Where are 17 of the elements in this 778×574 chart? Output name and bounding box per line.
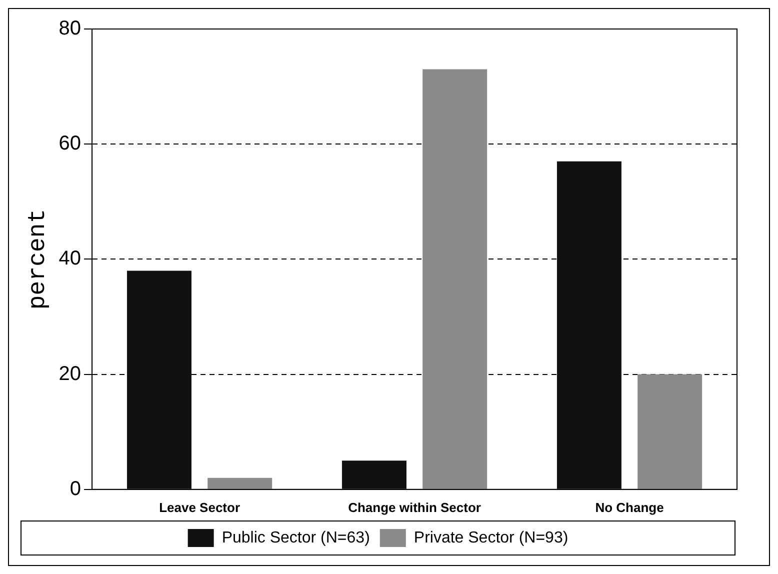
- bar: [342, 460, 406, 489]
- bar: [422, 69, 488, 489]
- bar: [556, 161, 622, 489]
- y-tick-label: 20: [58, 362, 82, 385]
- y-tick-label: 0: [70, 478, 82, 500]
- legend-label: Public Sector (N=63): [222, 529, 370, 546]
- y-tick-label: 60: [58, 132, 82, 155]
- x-tick-label: No Change: [595, 500, 664, 515]
- y-axis-title: percent: [24, 208, 52, 310]
- legend-label: Private Sector (N=93): [414, 529, 568, 546]
- y-tick-label: 80: [58, 18, 82, 40]
- bar: [126, 270, 192, 489]
- bar: [638, 374, 702, 489]
- bar: [208, 478, 272, 489]
- x-tick-label: Leave Sector: [159, 500, 240, 515]
- x-tick-label: Change within Sector: [348, 500, 481, 515]
- y-tick-label: 40: [58, 248, 82, 270]
